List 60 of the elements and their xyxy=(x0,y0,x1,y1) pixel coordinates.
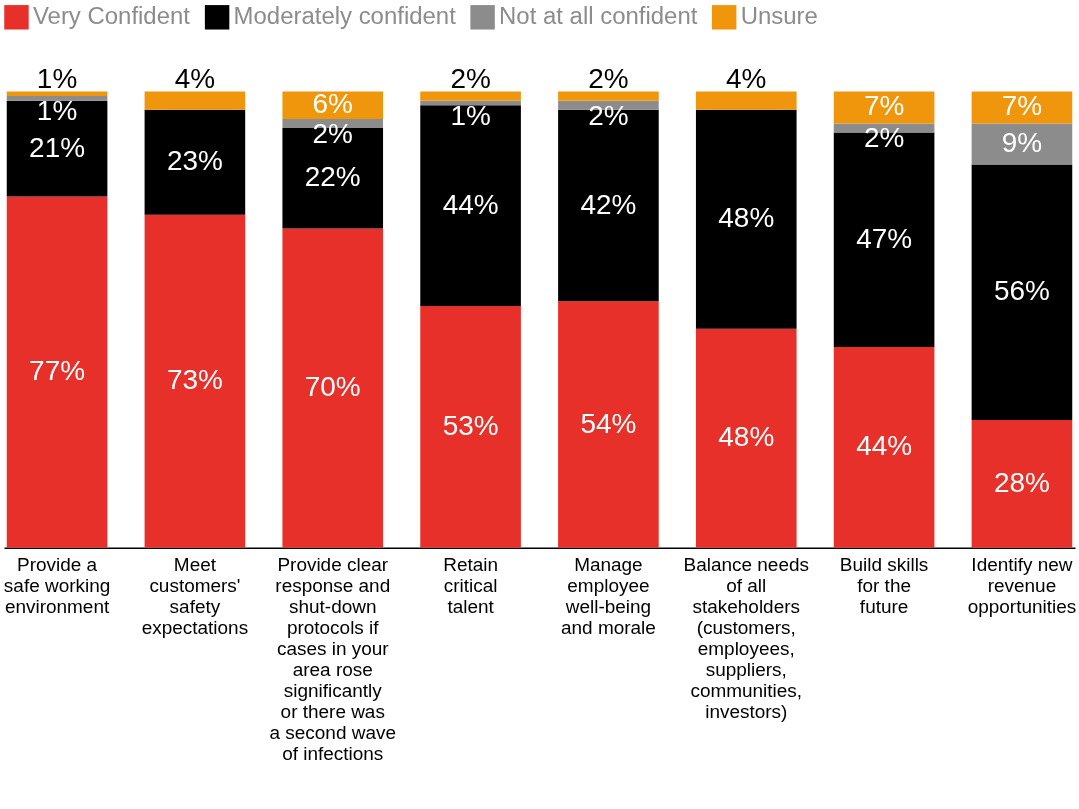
data-label: 22% xyxy=(304,161,361,193)
x-tick-label: Retain critical talent xyxy=(443,554,498,618)
data-label: 56% xyxy=(993,275,1050,307)
bar xyxy=(144,91,246,110)
x-tick-label: Provide a safe working environment xyxy=(3,554,111,618)
data-label: 1% xyxy=(450,99,491,131)
data-label: 21% xyxy=(29,131,86,163)
bar xyxy=(6,96,108,101)
data-label: 1% xyxy=(36,95,78,127)
data-label: 47% xyxy=(856,222,913,254)
data-label: 1% xyxy=(36,62,78,94)
data-label: 54% xyxy=(580,407,637,439)
bar xyxy=(833,346,935,548)
x-tick-label: Balance needs of all stakeholders (customers, employees, suppliers, communities, investors) xyxy=(683,554,809,722)
data-label: 44% xyxy=(856,430,913,462)
legend-label: Unsure xyxy=(740,2,818,30)
data-label: 2% xyxy=(863,122,905,154)
bar xyxy=(6,100,108,197)
category-label: Provide clear response and shut-down protocols if cases in your area rose significantly or there was a second wave of infections xyxy=(269,554,396,764)
bar xyxy=(558,301,659,548)
data-label: 42% xyxy=(580,188,637,220)
bar xyxy=(144,109,246,215)
legend-label: Very Confident xyxy=(32,2,191,30)
x-tick-label: Build skills for the future xyxy=(839,554,929,618)
data-label: 9% xyxy=(1001,126,1043,158)
data-label: 2% xyxy=(588,62,629,94)
bar xyxy=(695,109,797,329)
x-tick-label: Manage employee well-being and morale xyxy=(561,554,656,639)
data-label: 2% xyxy=(312,117,353,149)
bar xyxy=(971,123,1073,165)
data-label: 23% xyxy=(166,145,223,177)
data-label: 28% xyxy=(993,466,1050,498)
bar xyxy=(282,228,384,548)
data-label: 6% xyxy=(312,88,353,120)
data-label: 73% xyxy=(166,364,223,396)
data-label: 77% xyxy=(29,355,86,387)
bar xyxy=(971,164,1073,420)
data-label: 4% xyxy=(174,62,216,94)
data-label: 53% xyxy=(442,409,499,441)
data-label: 7% xyxy=(863,90,905,122)
bar xyxy=(695,328,797,548)
data-label: 4% xyxy=(726,62,767,94)
data-label: 7% xyxy=(1001,90,1043,122)
bar xyxy=(971,419,1073,548)
bar xyxy=(6,196,108,548)
bar xyxy=(420,105,521,306)
bar xyxy=(558,91,659,101)
x-tick-label: Meet customers' safety expectations xyxy=(141,554,249,639)
data-label: 44% xyxy=(442,188,499,220)
data-label: 48% xyxy=(718,202,775,234)
legend-label: Moderately confident xyxy=(233,2,457,30)
data-label: 48% xyxy=(718,421,775,453)
legend-label: Not at all confident xyxy=(499,2,698,30)
bar xyxy=(420,305,521,548)
bar xyxy=(420,91,521,101)
bar xyxy=(695,91,797,110)
x-tick-label: Identify new revenue opportunities xyxy=(967,554,1077,618)
data-label: 70% xyxy=(304,371,361,403)
bar xyxy=(144,214,246,548)
data-label: 2% xyxy=(450,62,491,94)
